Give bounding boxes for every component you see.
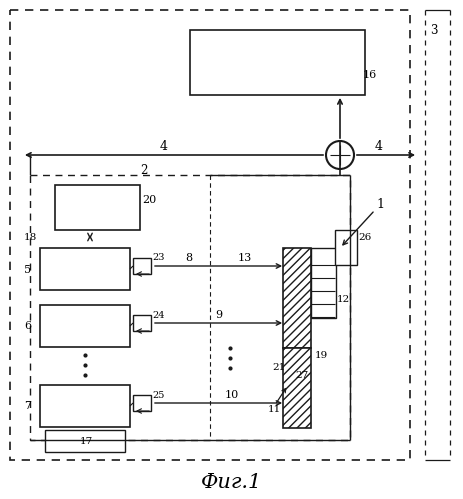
Text: 12: 12	[336, 295, 350, 304]
Bar	[189, 30, 364, 95]
Bar	[133, 395, 150, 411]
Bar	[310, 248, 335, 318]
Bar	[45, 430, 125, 452]
Text: 23: 23	[152, 253, 164, 262]
Text: 1: 1	[375, 199, 383, 212]
Bar	[282, 348, 310, 428]
Text: 21: 21	[271, 363, 285, 372]
Bar	[334, 230, 356, 265]
Text: 18: 18	[24, 234, 37, 243]
Bar	[133, 258, 150, 274]
Text: 24: 24	[152, 310, 164, 319]
Bar	[40, 385, 130, 427]
Text: 10: 10	[225, 390, 239, 400]
Text: 25: 25	[152, 391, 164, 400]
Bar	[55, 185, 140, 230]
Text: 2: 2	[140, 164, 147, 177]
Bar	[40, 248, 130, 290]
Text: 6: 6	[24, 321, 31, 331]
Text: 5: 5	[24, 265, 31, 275]
Text: 9: 9	[214, 310, 222, 320]
Bar	[133, 315, 150, 331]
Text: 20: 20	[142, 195, 156, 205]
Bar	[40, 305, 130, 347]
Text: Фиг.1: Фиг.1	[201, 473, 262, 492]
Text: 26: 26	[357, 234, 370, 243]
Bar	[282, 248, 310, 348]
Text: 13: 13	[238, 253, 252, 263]
Bar	[10, 10, 409, 460]
Text: 27: 27	[294, 370, 307, 380]
Text: 8: 8	[185, 253, 192, 263]
Text: 7: 7	[24, 401, 31, 411]
Text: 4: 4	[374, 141, 382, 154]
Text: 17: 17	[80, 438, 93, 447]
Text: 3: 3	[429, 23, 437, 36]
Text: 4: 4	[160, 141, 168, 154]
Text: 16: 16	[362, 70, 376, 80]
Text: 11: 11	[268, 406, 281, 415]
Text: 19: 19	[314, 350, 327, 359]
Bar	[30, 175, 349, 440]
